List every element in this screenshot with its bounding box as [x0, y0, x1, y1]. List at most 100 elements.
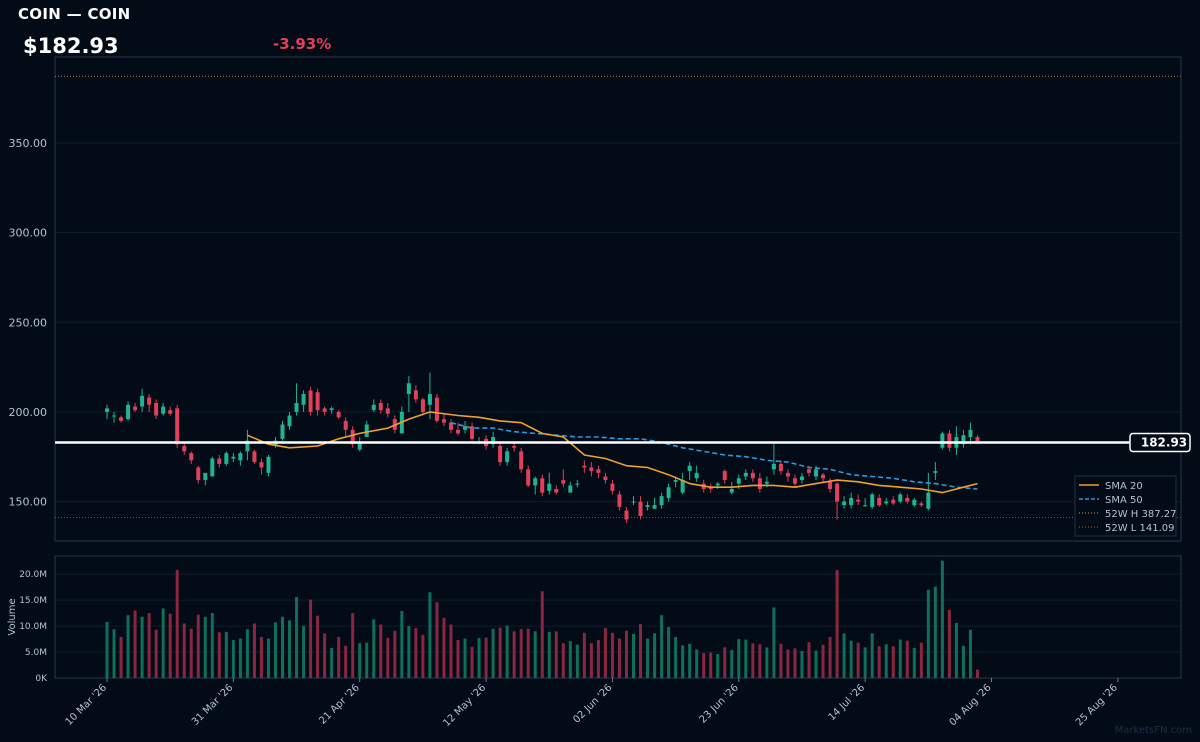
candle[interactable]	[624, 506, 629, 524]
candle[interactable]	[561, 469, 566, 488]
candle[interactable]	[315, 388, 320, 416]
candle[interactable]	[406, 376, 411, 412]
candle[interactable]	[203, 472, 208, 486]
candle[interactable]	[441, 413, 446, 427]
candle[interactable]	[231, 453, 236, 463]
candle[interactable]	[112, 411, 117, 423]
candle[interactable]	[610, 480, 615, 495]
candle[interactable]	[785, 469, 790, 482]
candle[interactable]	[224, 451, 229, 466]
candle[interactable]	[287, 411, 292, 430]
candle[interactable]	[413, 385, 418, 403]
candle[interactable]	[196, 465, 201, 484]
candle[interactable]	[870, 492, 875, 509]
candle[interactable]	[687, 462, 692, 481]
candle[interactable]	[378, 399, 383, 414]
candle[interactable]	[603, 472, 608, 484]
candle[interactable]	[210, 456, 215, 477]
candle[interactable]	[519, 447, 524, 473]
candle[interactable]	[729, 481, 734, 495]
candle[interactable]	[456, 422, 460, 436]
candle[interactable]	[364, 420, 369, 438]
candle[interactable]	[154, 399, 159, 420]
candle[interactable]	[856, 494, 861, 506]
candle[interactable]	[336, 410, 341, 420]
candle[interactable]	[259, 458, 264, 475]
candle[interactable]	[505, 447, 510, 466]
candle[interactable]	[448, 419, 453, 434]
candle[interactable]	[968, 422, 973, 445]
candle[interactable]	[140, 388, 145, 412]
candle[interactable]	[680, 472, 685, 495]
candle[interactable]	[926, 472, 931, 511]
candle[interactable]	[659, 492, 664, 509]
candle[interactable]	[161, 402, 166, 416]
candle[interactable]	[252, 449, 257, 464]
candle[interactable]	[343, 417, 348, 438]
candle[interactable]	[694, 465, 699, 482]
candle[interactable]	[912, 497, 917, 507]
candle[interactable]	[399, 406, 404, 434]
candle[interactable]	[554, 485, 559, 495]
candle[interactable]	[357, 437, 362, 452]
candle[interactable]	[617, 490, 622, 511]
candle[interactable]	[575, 480, 580, 488]
candle[interactable]	[533, 476, 538, 495]
candle[interactable]	[301, 390, 306, 412]
candle[interactable]	[919, 501, 924, 507]
candle[interactable]	[182, 442, 187, 455]
candle[interactable]	[596, 465, 601, 479]
candle[interactable]	[420, 397, 425, 416]
candle[interactable]	[905, 494, 910, 504]
candle[interactable]	[329, 406, 334, 414]
candle[interactable]	[582, 460, 587, 473]
candle[interactable]	[463, 420, 468, 434]
candle[interactable]	[568, 481, 573, 493]
candle[interactable]	[147, 394, 152, 412]
candle[interactable]	[371, 399, 376, 412]
candle[interactable]	[294, 383, 299, 416]
candle[interactable]	[434, 394, 439, 423]
candle[interactable]	[884, 497, 889, 506]
candle[interactable]	[245, 429, 250, 461]
candle[interactable]	[954, 426, 959, 455]
candle[interactable]	[589, 462, 594, 477]
candle[interactable]	[757, 472, 762, 493]
candle[interactable]	[799, 472, 804, 484]
candle[interactable]	[217, 454, 222, 468]
candle[interactable]	[835, 481, 840, 520]
candle[interactable]	[877, 494, 882, 507]
candle[interactable]	[105, 404, 109, 420]
candle[interactable]	[168, 406, 173, 416]
candle[interactable]	[961, 429, 966, 448]
candle[interactable]	[652, 497, 657, 509]
candle[interactable]	[645, 501, 650, 511]
candle[interactable]	[708, 483, 713, 493]
candle[interactable]	[638, 496, 643, 520]
candle[interactable]	[385, 402, 390, 418]
candle[interactable]	[470, 422, 475, 441]
candle[interactable]	[540, 474, 545, 497]
candle[interactable]	[498, 442, 503, 466]
candle[interactable]	[849, 492, 854, 509]
candle[interactable]	[666, 483, 671, 502]
candle[interactable]	[940, 431, 945, 450]
candle[interactable]	[778, 460, 783, 475]
candle[interactable]	[547, 472, 552, 495]
candle[interactable]	[266, 454, 271, 477]
candle[interactable]	[631, 496, 636, 506]
candle[interactable]	[933, 462, 938, 481]
candle[interactable]	[771, 444, 776, 475]
candle[interactable]	[750, 469, 755, 482]
candle[interactable]	[491, 431, 496, 448]
candle[interactable]	[863, 497, 868, 507]
candle[interactable]	[350, 426, 355, 448]
candle[interactable]	[891, 496, 896, 506]
candle[interactable]	[133, 402, 138, 412]
candles[interactable]	[105, 372, 980, 524]
candle[interactable]	[308, 386, 313, 416]
candle[interactable]	[947, 429, 952, 452]
candle[interactable]	[189, 451, 194, 464]
candle[interactable]	[512, 442, 517, 452]
